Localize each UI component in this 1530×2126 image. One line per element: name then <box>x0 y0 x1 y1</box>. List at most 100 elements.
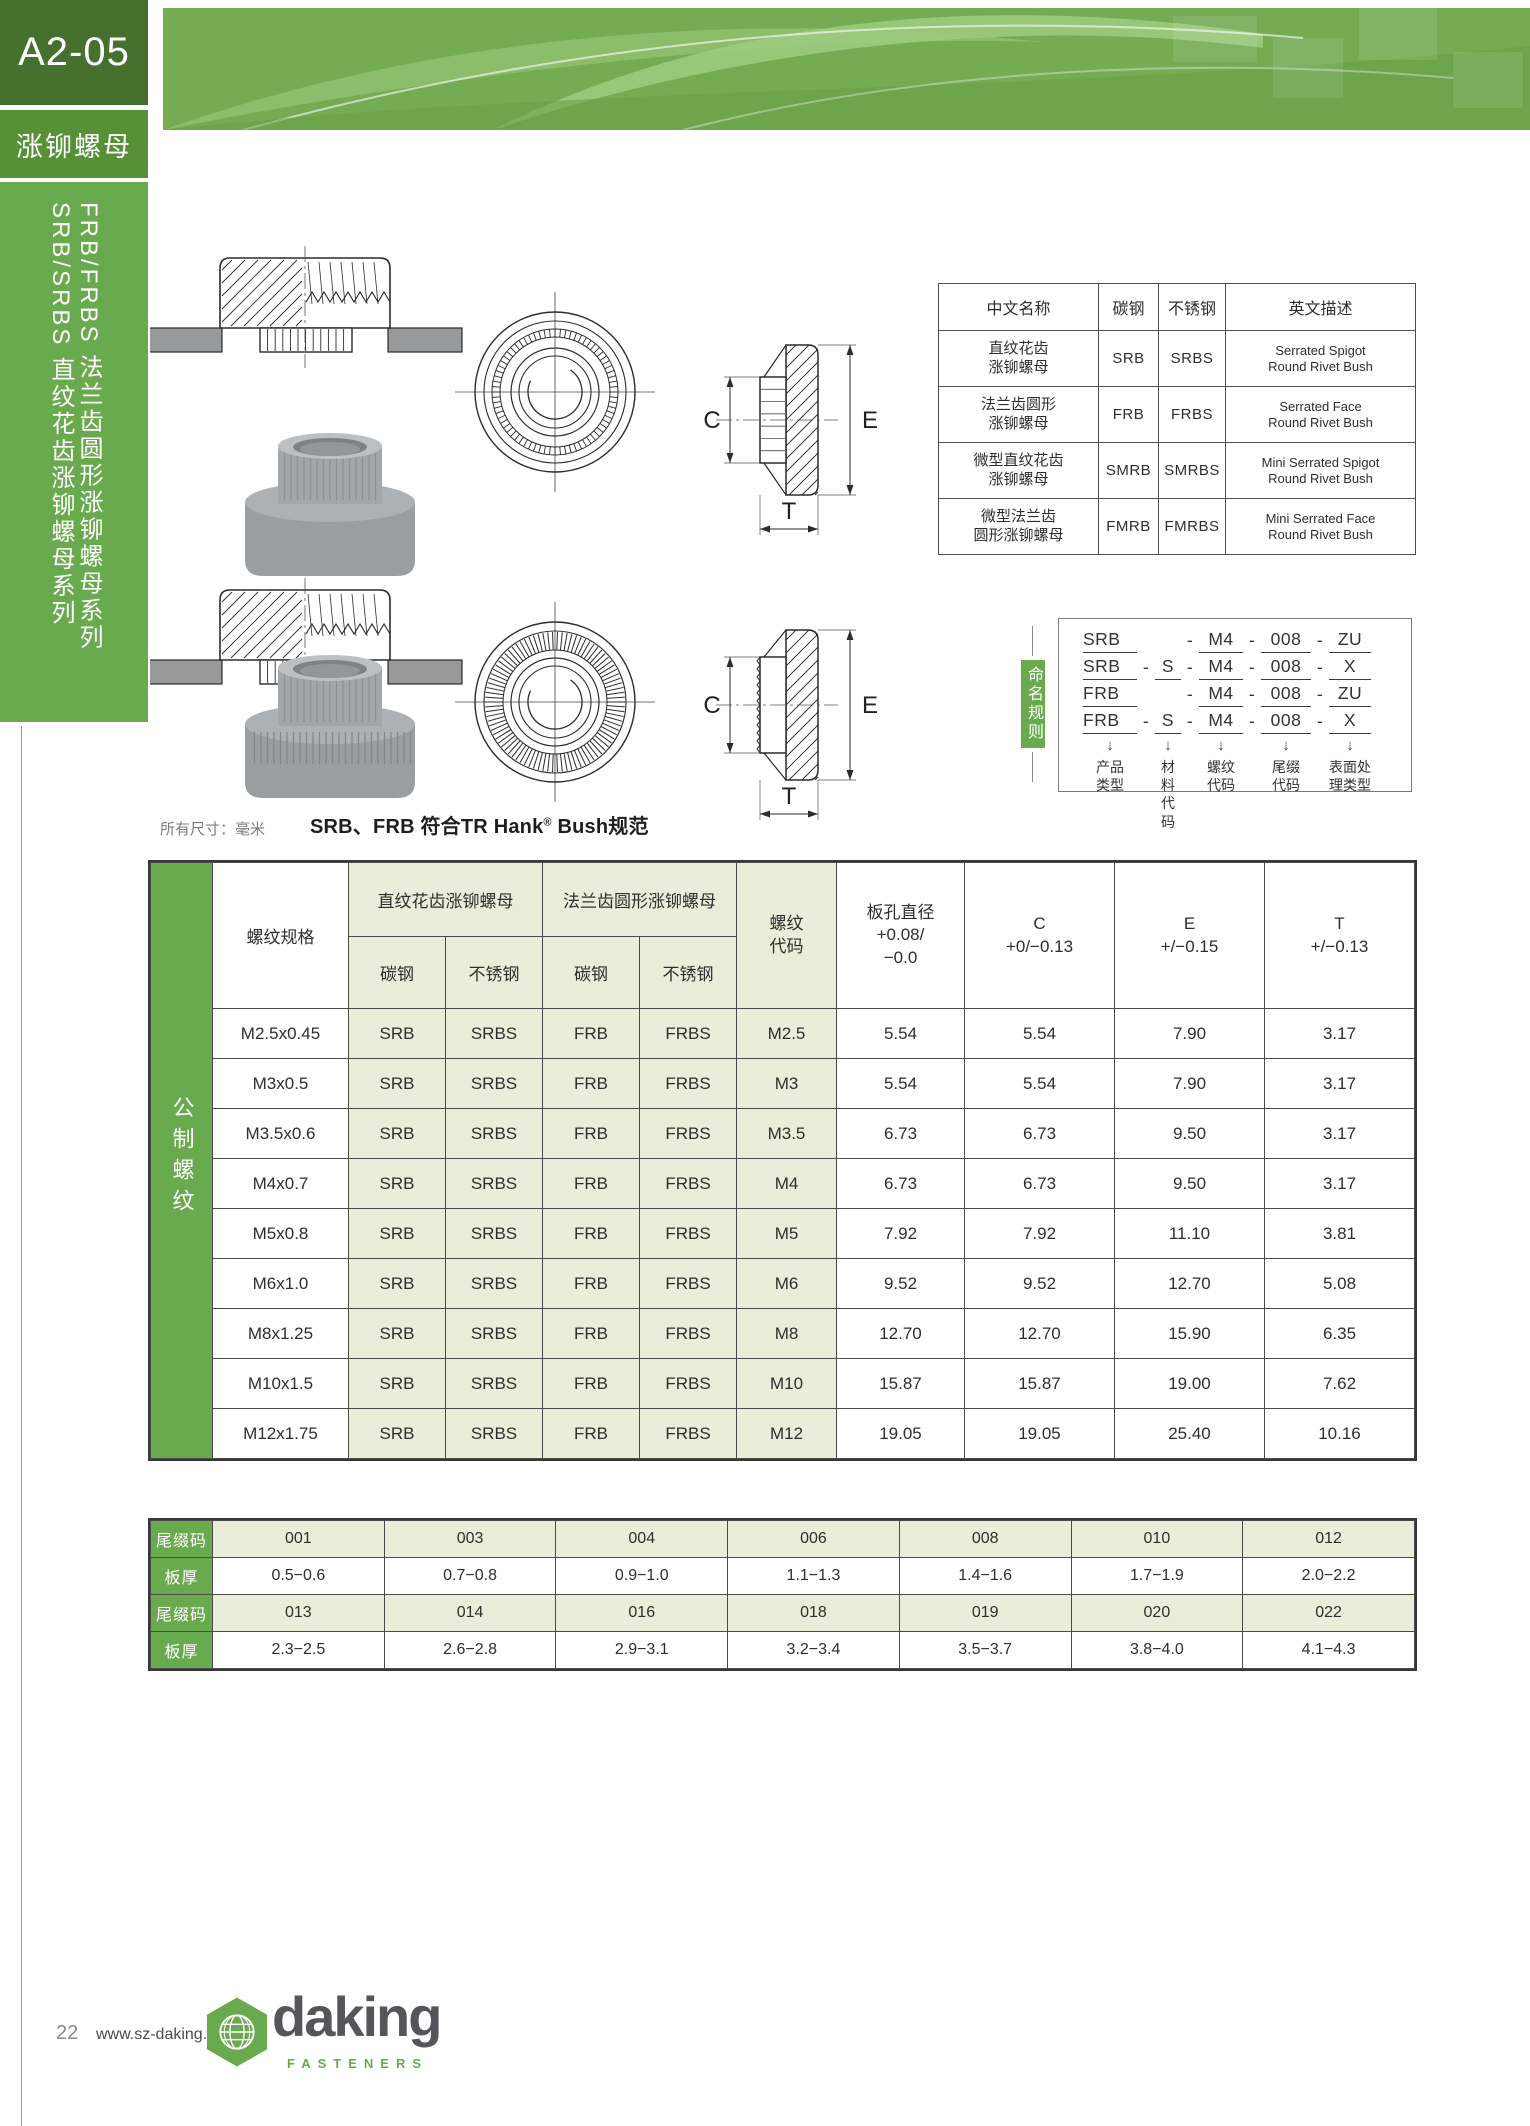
dim-label-c: C <box>703 407 720 434</box>
page-number: 22 <box>56 2022 79 2044</box>
suffix-value-cell: 2.9−3.1 <box>555 1631 729 1669</box>
naming-code-cell: 008 <box>1261 680 1311 707</box>
spec-product-code: SRB <box>348 1358 446 1409</box>
spec-dimension-value: 7.90 <box>1114 1008 1265 1059</box>
spec-data-row: M3x0.5 SRB SRBS FRB FRBS M3 5.54 5.54 7.90 3.17 <box>151 1058 1415 1109</box>
spec-product-code: FRB <box>542 1008 640 1059</box>
spec-subheader-cell: 碳钢 <box>348 936 446 1009</box>
spec-product-code: FRB <box>542 1108 640 1159</box>
product-table-header-cell: 英文描述 <box>1225 283 1416 331</box>
spec-dimension-value: 9.52 <box>964 1258 1115 1309</box>
suffix-value-cell: 1.1−1.3 <box>727 1557 900 1595</box>
suffix-value-cell: 001 <box>212 1520 385 1558</box>
suffix-row-label: 板厚 <box>150 1557 213 1595</box>
suffix-value-cell: 1.4−1.6 <box>898 1557 1072 1595</box>
suffix-value-cell: 3.2−3.4 <box>727 1631 900 1669</box>
series-title-frb: FRB/FRBS 法兰齿圆形涨铆螺母系列 <box>75 202 102 652</box>
spec-product-code: SRBS <box>445 1358 543 1409</box>
naming-code-cell: M4 <box>1199 653 1243 680</box>
naming-code-cell: FRB <box>1083 707 1137 734</box>
product-name-table: 中文名称 碳钢 不锈钢 英文描述 直纹花齿 涨铆螺母 SRB SRBS Serrated Sp… <box>938 283 1416 555</box>
spec-product-code: FRB <box>542 1158 640 1209</box>
product-name-cn: 法兰齿圆形 涨铆螺母 <box>938 386 1099 443</box>
naming-code-cell <box>1137 680 1155 707</box>
naming-code-cell: S <box>1155 653 1181 680</box>
suffix-value-cell: 2.3−2.5 <box>212 1631 385 1669</box>
spec-product-code: SRBS <box>445 1158 543 1209</box>
spec-dimension-value: 5.08 <box>1264 1258 1415 1309</box>
spec-dimension-value: 5.54 <box>964 1058 1115 1109</box>
spec-dimension-value: 9.52 <box>836 1258 965 1309</box>
spec-conformance-note: SRB、FRB 符合TR Hank® Bush规范 <box>310 810 649 839</box>
spec-thread-spec: M12x1.75 <box>212 1408 349 1459</box>
spec-dimension-value: 5.54 <box>836 1058 965 1109</box>
naming-code-cell: M4 <box>1199 680 1243 707</box>
naming-code-cell: - <box>1316 657 1324 677</box>
spec-subheader-cell: 不锈钢 <box>639 936 737 1009</box>
suffix-value-cell: 006 <box>727 1520 900 1558</box>
naming-arrow-icon: ↓ <box>1106 736 1114 754</box>
suffix-table-row: 板厚 0.5−0.6 0.7−0.8 0.9−1.0 1.1−1.3 1.4−1.6 1.7… <box>150 1557 1415 1595</box>
spec-dimension-value: 19.00 <box>1114 1358 1265 1409</box>
suffix-row-label: 板厚 <box>150 1631 213 1669</box>
registered-mark: ® <box>543 816 552 829</box>
spec-product-code: SRB <box>348 1158 446 1209</box>
suffix-table-row: 尾缀码 013 014 016 018 019 020 022 <box>150 1594 1415 1632</box>
naming-code-cell: S <box>1155 707 1181 734</box>
spec-dimension-value: 15.87 <box>836 1358 965 1409</box>
spec-data-row: M8x1.25 SRB SRBS FRB FRBS M8 12.70 12.70 15.90 6.… <box>151 1308 1415 1359</box>
product-table-row: 微型法兰齿 圆形涨铆螺母 FMRB FMRBS Mini Serrated Face … <box>938 498 1416 555</box>
product-name-cn: 直纹花齿 涨铆螺母 <box>938 330 1099 387</box>
suffix-value-cell: 013 <box>212 1594 385 1632</box>
side-section-view: C E T <box>703 344 878 535</box>
note-suffix: Bush规范 <box>551 816 649 838</box>
spec-thread-spec: M4x0.7 <box>212 1158 349 1209</box>
spec-header-row-1: 公制螺纹 螺纹规格 直纹花齿涨铆螺母 法兰齿圆形涨铆螺母 螺纹 代码 板孔直径 +0.08… <box>150 862 1415 1459</box>
naming-bracket-top <box>1032 626 1033 656</box>
suffix-table-wrap: 尾缀码 001 003 004 006 008 010 012 板厚 0.5−0.6 0.7−0.8… <box>148 1518 1417 1671</box>
naming-arrows: ↓ ↓ ↓ ↓ ↓ <box>1083 734 1411 756</box>
daking-logo-icon <box>206 1997 268 2067</box>
product-name-cn: 微型直纹花齿 涨铆螺母 <box>938 442 1099 499</box>
spec-thread-code: M12 <box>736 1408 837 1459</box>
naming-code-cell: - <box>1186 711 1194 731</box>
spec-product-code: FRB <box>542 1408 640 1459</box>
spec-dimension-value: 7.62 <box>1264 1358 1415 1409</box>
product-code-carbon: SMRB <box>1098 442 1159 499</box>
suffix-value-cell: 1.7−1.9 <box>1070 1557 1244 1595</box>
page-code: A2-05 <box>18 30 130 74</box>
naming-code-cell: - <box>1186 684 1194 704</box>
spec-subheader-cell: 碳钢 <box>542 936 640 1009</box>
naming-code-cell: - <box>1248 630 1256 650</box>
suffix-value-cell: 018 <box>727 1594 900 1632</box>
spec-col-hole: 板孔直径 +0.08/ −0.0 <box>836 862 965 1009</box>
spec-dimension-value: 6.73 <box>836 1108 965 1159</box>
cross-section-view <box>150 246 463 368</box>
spec-dimension-value: 9.50 <box>1114 1158 1265 1209</box>
naming-bracket-bottom <box>1032 752 1033 782</box>
website-text: www.sz-daking.com <box>96 2026 238 2043</box>
category-tab-label: 涨铆螺母 <box>16 131 132 162</box>
naming-code-cell: ZU <box>1329 680 1371 707</box>
naming-code-cell: 008 <box>1261 707 1311 734</box>
spec-data-row: M4x0.7 SRB SRBS FRB FRBS M4 6.73 6.73 9.50 3.17 <box>151 1158 1415 1209</box>
series-title-srb: SRB/SRBS 直纹花齿涨铆螺母系列 <box>47 202 74 628</box>
naming-code-cell <box>1137 626 1155 653</box>
product-table-header-cell: 中文名称 <box>938 283 1099 331</box>
suffix-value-cell: 2.6−2.8 <box>383 1631 557 1669</box>
naming-code-cell: 008 <box>1261 653 1311 680</box>
product-name-en: Mini Serrated Spigot Round Rivet Bush <box>1225 442 1416 499</box>
spec-col-e: E +/−0.15 <box>1114 862 1265 1009</box>
spec-col-thread-spec: 螺纹规格 <box>212 862 349 1009</box>
margin-rule-line <box>21 726 22 2126</box>
naming-arrow-icon: ↓ <box>1346 736 1354 754</box>
banner-graphic <box>163 8 1530 130</box>
spec-dimension-value: 3.81 <box>1264 1208 1415 1259</box>
naming-code-cell: - <box>1248 657 1256 677</box>
spec-dimension-value: 6.35 <box>1264 1308 1415 1359</box>
product-name-en: Mini Serrated Face Round Rivet Bush <box>1225 498 1416 555</box>
spec-table-wrap: 公制螺纹 螺纹规格 直纹花齿涨铆螺母 法兰齿圆形涨铆螺母 螺纹 代码 板孔直径 +0.08… <box>148 860 1417 1461</box>
naming-legend-item: 产品 类型 <box>1096 759 1124 794</box>
naming-arrow-icon: ↓ <box>1164 736 1172 754</box>
spec-product-code: FRBS <box>639 1358 737 1409</box>
